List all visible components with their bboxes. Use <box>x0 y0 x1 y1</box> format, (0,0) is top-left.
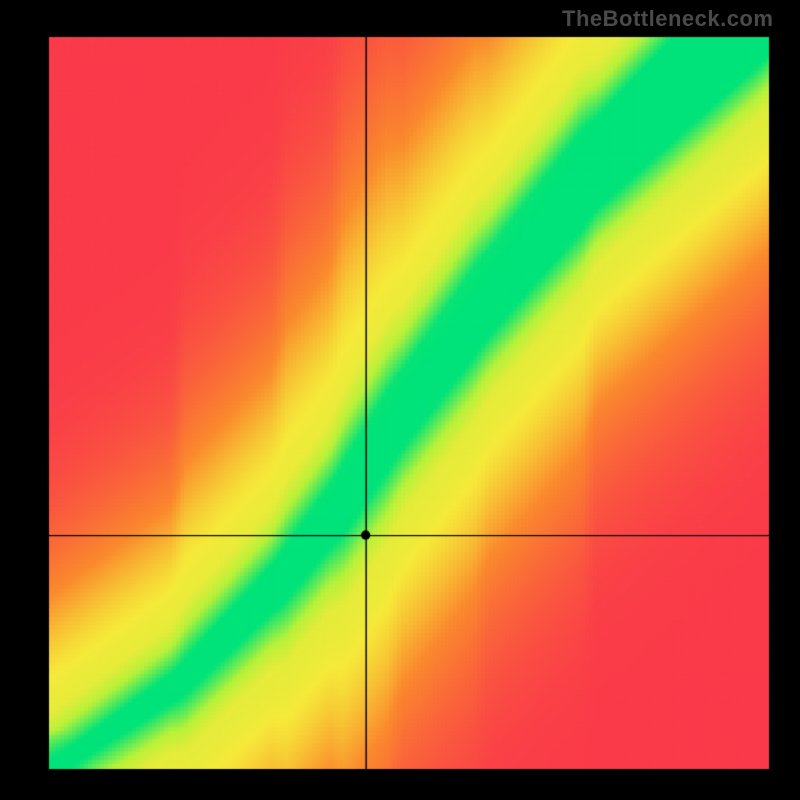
chart-container: TheBottleneck.com <box>0 0 800 800</box>
watermark-text: TheBottleneck.com <box>562 6 773 32</box>
heatmap-canvas <box>0 0 800 800</box>
